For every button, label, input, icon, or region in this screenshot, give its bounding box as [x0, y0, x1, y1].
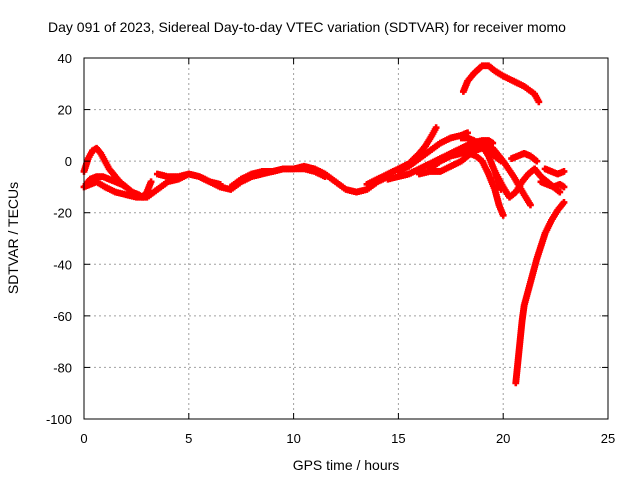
x-axis-label: GPS time / hours	[293, 457, 400, 473]
series-pass-5	[227, 165, 329, 191]
series-pass-19	[512, 199, 568, 387]
x-tick-label: 15	[391, 431, 405, 446]
data-point	[560, 199, 568, 206]
y-tick-label: 40	[58, 51, 72, 66]
y-axis-label: SDTVAR / TECUs	[5, 182, 21, 294]
data-point	[147, 178, 155, 186]
plot-frame	[83, 57, 609, 420]
data-point	[560, 183, 568, 191]
x-tick-label: 25	[601, 431, 615, 446]
x-tick-label: 0	[80, 431, 87, 446]
y-tick-label: -20	[53, 206, 72, 221]
data-point	[556, 188, 564, 196]
series-pass-4	[153, 170, 224, 188]
y-tick-label: -40	[53, 257, 72, 272]
data-point	[216, 180, 224, 188]
y-tick-label: -80	[53, 360, 72, 375]
x-tick-label: 5	[185, 431, 192, 446]
series-pass-18	[541, 165, 568, 178]
x-tick-label: 10	[286, 431, 300, 446]
series-pass-13	[459, 62, 543, 106]
axis-ticks: 0 5 10 15 20 25 -100 -80 -60 -40 -20 0 20 40	[46, 51, 615, 446]
series-pass-12	[466, 150, 507, 219]
data-point	[560, 168, 568, 175]
series-pass-1	[80, 144, 155, 201]
series-pass-11	[457, 134, 505, 193]
data-point	[535, 98, 543, 106]
data-point	[499, 211, 507, 219]
chart-title: Day 091 of 2023, Sidereal Day-to-day VTE…	[48, 19, 566, 35]
data-point	[533, 157, 541, 165]
y-tick-label: -60	[53, 309, 72, 324]
series-pass-17	[537, 178, 568, 191]
y-tick-label: -100	[46, 412, 72, 427]
data-point	[432, 124, 440, 132]
data-point	[122, 183, 130, 191]
y-tick-label: 20	[58, 103, 72, 118]
data-point	[321, 173, 329, 181]
x-tick-label: 20	[496, 431, 510, 446]
series-pass-15	[508, 150, 541, 165]
series-pass-3	[82, 173, 130, 191]
data-points	[80, 62, 568, 387]
data-point	[527, 201, 534, 209]
grid-lines	[84, 58, 608, 419]
y-tick-label: 0	[65, 154, 72, 169]
